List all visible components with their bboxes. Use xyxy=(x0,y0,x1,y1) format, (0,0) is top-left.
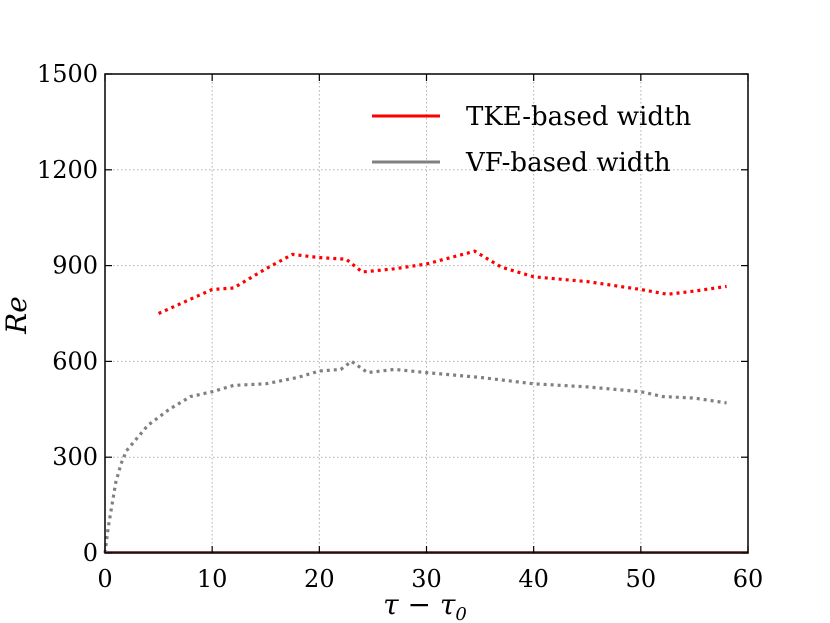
x-axis-label-main: τ − τ xyxy=(383,588,456,621)
grid xyxy=(105,74,748,553)
series-line-1 xyxy=(103,359,727,554)
x-axis-label-subscript: 0 xyxy=(455,604,466,623)
y-tick-label: 900 xyxy=(52,252,98,280)
x-tick-label: 50 xyxy=(626,565,657,593)
y-tick-label: 1500 xyxy=(37,60,98,88)
x-tick-label: 40 xyxy=(518,565,549,593)
x-axis-label: τ − τ0 xyxy=(383,588,467,623)
legend-label-tke: TKE-based width xyxy=(466,102,691,132)
y-tick-label: 0 xyxy=(83,539,98,567)
ticks-layer xyxy=(104,73,749,554)
x-tick-label: 60 xyxy=(733,565,764,593)
y-tick-label: 300 xyxy=(52,443,98,471)
x-tick-label: 30 xyxy=(411,565,442,593)
series-line-0 xyxy=(157,249,727,315)
x-tick-label: 10 xyxy=(197,565,228,593)
y-axis-label: Re xyxy=(0,296,33,335)
x-tick-label: 20 xyxy=(304,565,335,593)
y-tick-label: 600 xyxy=(52,347,98,375)
x-tick-label: 0 xyxy=(97,565,112,593)
plot-frame xyxy=(104,73,749,554)
y-tick-label: 1200 xyxy=(37,156,98,184)
legend: TKE-based width VF-based width xyxy=(372,102,691,178)
legend-label-vf: VF-based width xyxy=(465,148,671,178)
